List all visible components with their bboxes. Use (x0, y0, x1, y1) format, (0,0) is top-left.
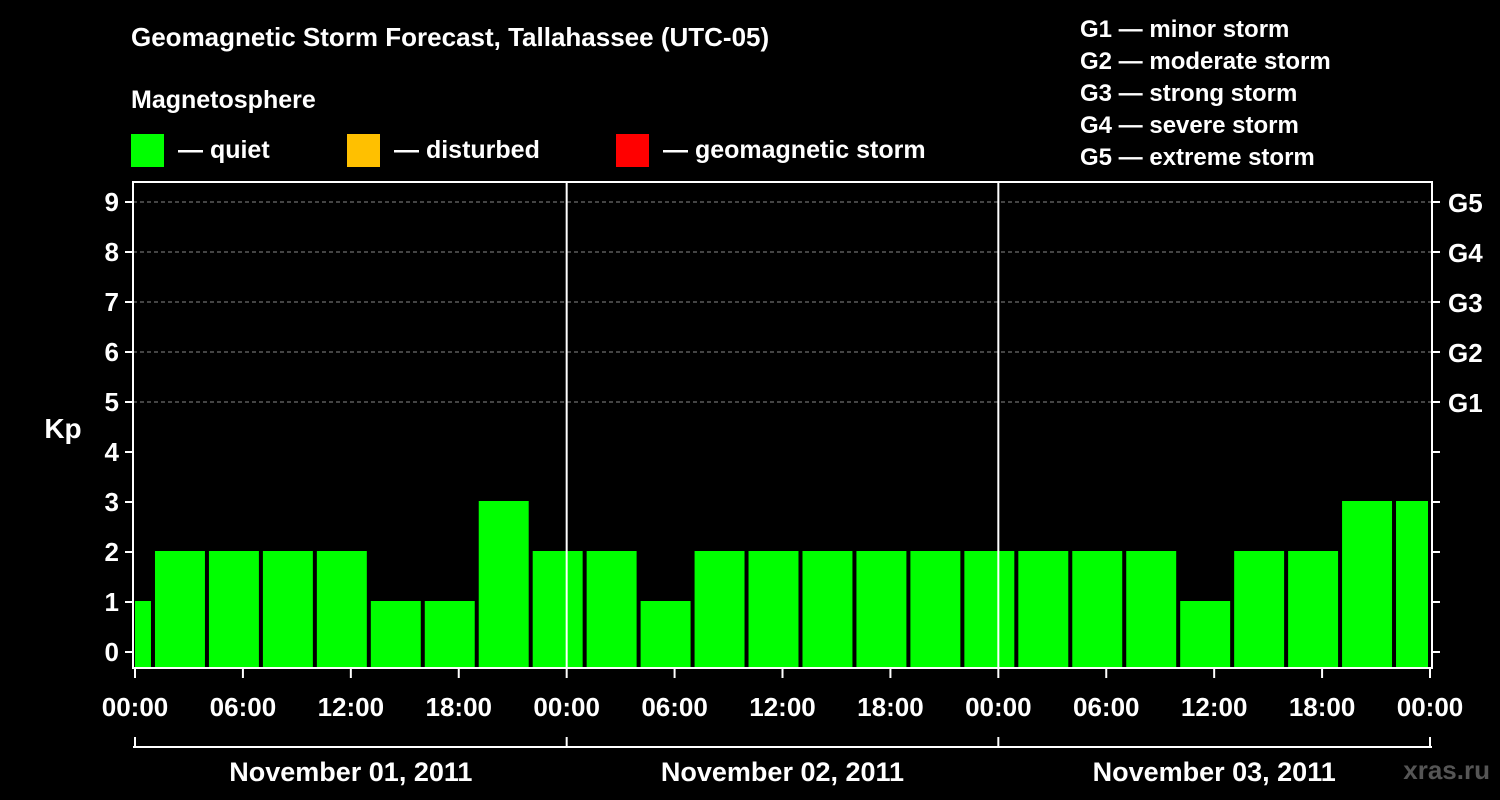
y-tick-label: 0 (105, 637, 119, 667)
x-tick-label: 12:00 (1181, 692, 1248, 722)
kp-bar (1234, 551, 1285, 668)
x-tick-label: 00:00 (102, 692, 169, 722)
watermark: xras.ru (1403, 755, 1490, 785)
kp-bar (1072, 551, 1123, 668)
kp-bar (1396, 501, 1428, 668)
grid-layer (133, 201, 1432, 403)
legend-label-disturbed: — disturbed (394, 135, 540, 164)
kp-bar (1342, 501, 1393, 668)
kp-bar (640, 601, 691, 668)
legend-label-quiet: — quiet (178, 135, 270, 164)
x-tick-label: 18:00 (857, 692, 924, 722)
day-label: November 03, 2011 (1093, 757, 1336, 787)
storm-scale-legend: G1 — minor storm G2 — moderate storm G3 … (1080, 14, 1331, 174)
y-tick-label: 3 (105, 487, 119, 517)
y-tick-label: 7 (105, 287, 119, 317)
y-axis-label: Kp (44, 413, 81, 444)
storm-scale-g3: G3 — strong storm (1080, 80, 1298, 107)
y-tick-label: 2 (105, 537, 119, 567)
kp-bar (1018, 551, 1069, 668)
y-tick-label: 1 (105, 587, 119, 617)
x-tick-label: 00:00 (533, 692, 600, 722)
legend-item-storm: — geomagnetic storm (616, 133, 926, 167)
storm-scale-g1: G1 — minor storm (1080, 16, 1290, 43)
chart-title: Geomagnetic Storm Forecast, Tallahassee … (131, 22, 770, 52)
x-tick-label: 00:00 (965, 692, 1032, 722)
kp-bar (208, 551, 259, 668)
x-tick-label: 06:00 (210, 692, 277, 722)
x-tick-label: 06:00 (641, 692, 708, 722)
legend-swatch-disturbed (347, 133, 380, 167)
x-tick-label: 18:00 (426, 692, 493, 722)
kp-bar (1180, 601, 1231, 668)
kp-bar (532, 551, 583, 668)
storm-scale-g4: G4 — severe storm (1080, 112, 1299, 139)
kp-bar (586, 551, 637, 668)
kp-bar (748, 551, 799, 668)
y-tick-label: 9 (105, 187, 119, 217)
x-tick-label: 12:00 (749, 692, 816, 722)
legend-item-disturbed: — disturbed (347, 133, 540, 167)
chart-subtitle: Magnetosphere (131, 86, 316, 114)
kp-bar (802, 551, 853, 668)
kp-bar (424, 601, 475, 668)
storm-level-label: G3 (1448, 288, 1483, 318)
legend-swatch-storm (616, 133, 649, 167)
kp-bar (1126, 551, 1177, 668)
y-tick-label: 5 (105, 387, 119, 417)
x-tick-label: 12:00 (318, 692, 385, 722)
kp-bar (478, 501, 529, 668)
legend-label-storm: — geomagnetic storm (663, 135, 926, 164)
storm-scale-g5: G5 — extreme storm (1080, 144, 1315, 171)
kp-bar (370, 601, 421, 668)
x-tick-label: 18:00 (1289, 692, 1356, 722)
kp-bar (964, 551, 1015, 668)
legend-swatch-quiet (131, 133, 164, 167)
kp-bar (262, 551, 313, 668)
frame-layer (125, 181, 1440, 748)
kp-bar (856, 551, 907, 668)
storm-level-label: G5 (1448, 188, 1483, 218)
kp-bar (154, 551, 205, 668)
storm-level-label: G1 (1448, 388, 1483, 418)
bars-layer (135, 501, 1428, 668)
y-tick-label: 8 (105, 237, 119, 267)
x-tick-label: 06:00 (1073, 692, 1140, 722)
labels-layer: 0 1 2 3 4 5 6 7 8 9 G1 G2 G3 G4 G5 00:00 06:00 12:00 18:00… (102, 187, 1483, 787)
storm-level-label: G2 (1448, 338, 1483, 368)
legend-item-quiet: — quiet (131, 133, 270, 167)
day-label: November 02, 2011 (661, 757, 904, 787)
kp-bar (316, 551, 367, 668)
y-tick-label: 6 (105, 337, 119, 367)
kp-bar (910, 551, 961, 668)
kp-bar (135, 601, 151, 668)
kp-bar (694, 551, 745, 668)
storm-scale-g2: G2 — moderate storm (1080, 48, 1331, 75)
x-tick-label: 00:00 (1397, 692, 1464, 722)
day-label: November 01, 2011 (229, 757, 472, 787)
y-tick-label: 4 (105, 437, 120, 467)
kp-bar (1288, 551, 1339, 668)
storm-level-label: G4 (1448, 238, 1483, 268)
